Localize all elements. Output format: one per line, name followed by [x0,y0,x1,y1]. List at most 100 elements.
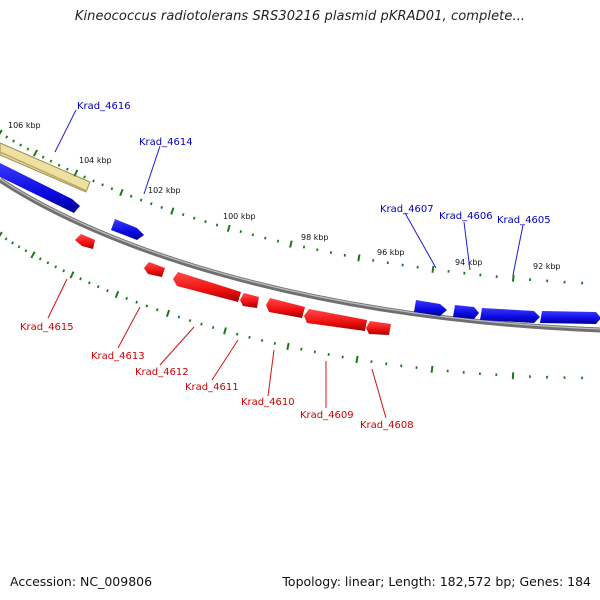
minor-tick [129,194,133,198]
outer-tick-ring [0,129,584,285]
gene-label-krad-4605[interactable]: Krad_4605 [497,215,551,226]
major-tick [226,224,231,232]
gene-krad-4610-arrow[interactable] [304,309,367,331]
minor-tick [12,139,15,143]
kbp-label: 100 kbp [223,212,256,221]
minor-tick [329,251,333,255]
minor-tick [260,338,264,342]
gene-krad-4605-arrow[interactable] [480,308,540,323]
major-tick [0,129,3,135]
minor-tick [65,167,69,171]
gene-label-krad-4610[interactable]: Krad_4610 [241,397,295,408]
minor-tick [46,261,50,265]
forward-label-leaders [54,109,524,276]
gene-krad-4613-arrow[interactable] [144,262,165,277]
minor-tick [139,198,143,202]
minor-tick [92,179,95,183]
minor-tick [26,147,30,151]
minor-tick [110,187,114,191]
gene-krad-4606-arrow[interactable] [453,305,479,319]
major-tick [119,188,124,197]
minor-tick [273,341,277,345]
gene-label-krad-4608[interactable]: Krad_4608 [360,420,414,431]
major-tick [32,149,38,157]
minor-tick [302,245,306,249]
minor-tick [5,135,9,139]
minor-tick [62,269,66,273]
minor-tick [4,237,8,241]
kbp-label: 104 kbp [79,156,112,165]
minor-tick [248,335,251,339]
major-tick [114,290,120,299]
minor-tick [41,155,45,159]
major-tick [73,169,79,177]
gene-label-krad-4614[interactable]: Krad_4614 [139,137,193,148]
minor-tick [156,308,159,312]
gene-krad-4607-arrow[interactable] [414,300,447,316]
gene-krad-4612-arrow[interactable] [173,272,241,302]
minor-tick [83,175,86,179]
minor-tick [17,245,21,249]
sequence-backbone-highlight [0,178,600,330]
gene-krad-4604-arrow[interactable] [540,311,600,324]
topology-summary: Topology: linear; Length: 182,572 bp; Ge… [282,574,591,589]
kbp-label: 98 kbp [301,233,329,242]
gene-label-krad-4616[interactable]: Krad_4616 [77,101,131,112]
kbp-label: 96 kbp [377,248,405,257]
major-tick [355,355,359,364]
gene-label-krad-4607[interactable]: Krad_4607 [380,204,434,215]
gene-label-krad-4611[interactable]: Krad_4611 [185,382,239,393]
major-tick [289,240,293,248]
minor-tick [235,332,239,336]
minor-tick [211,326,215,330]
kbp-label: 102 kbp [148,186,181,195]
gene-label-krad-4609[interactable]: Krad_4609 [300,410,354,421]
minor-tick [11,241,14,245]
major-tick [223,327,227,335]
gene-krad-4615-arrow[interactable] [75,234,95,249]
minor-tick [87,281,91,285]
gene-krad-4614-arrow[interactable] [111,219,144,240]
major-tick [430,365,434,373]
minor-tick [38,257,42,261]
minor-tick [54,265,58,269]
minor-tick [150,202,153,206]
minor-tick [101,183,104,187]
gene-label-krad-4613[interactable]: Krad_4613 [91,351,145,362]
gene-krad-4616-arrow[interactable] [0,163,80,213]
minor-tick [200,322,203,326]
gene-label-krad-4615[interactable]: Krad_4615 [20,322,74,333]
minor-tick [181,213,185,217]
minor-tick [125,296,129,300]
kbp-label: 106 kbp [8,121,41,130]
highlight-edge [0,151,88,192]
minor-tick [135,300,138,304]
minor-tick [327,353,330,356]
gene-label-krad-4612[interactable]: Krad_4612 [135,367,189,378]
major-tick [512,274,515,282]
minor-tick [79,277,82,281]
minor-tick [145,304,149,308]
accession-info: Accession: NC_009806 [10,574,153,589]
minor-tick [300,347,303,351]
minor-tick [215,223,219,227]
major-tick [165,309,171,318]
minor-tick [49,159,53,163]
minor-tick [251,233,255,237]
reverse-label-leaders [47,278,387,419]
gene-krad-4611-arrow[interactable] [266,298,305,318]
sequence-backbone [0,177,600,333]
gene-label-krad-4606[interactable]: Krad_4606 [439,211,493,222]
minor-tick [106,289,109,293]
major-tick [357,254,361,262]
gene-krad-4609-arrow[interactable] [366,321,391,335]
minor-tick [276,239,280,243]
major-tick [30,251,36,259]
major-tick [170,207,175,215]
gene-krad-4612b-arrow[interactable] [240,293,259,308]
minor-tick [192,216,196,220]
inner-tick-ring [0,231,583,380]
major-tick [431,265,435,273]
minor-tick [204,220,207,224]
